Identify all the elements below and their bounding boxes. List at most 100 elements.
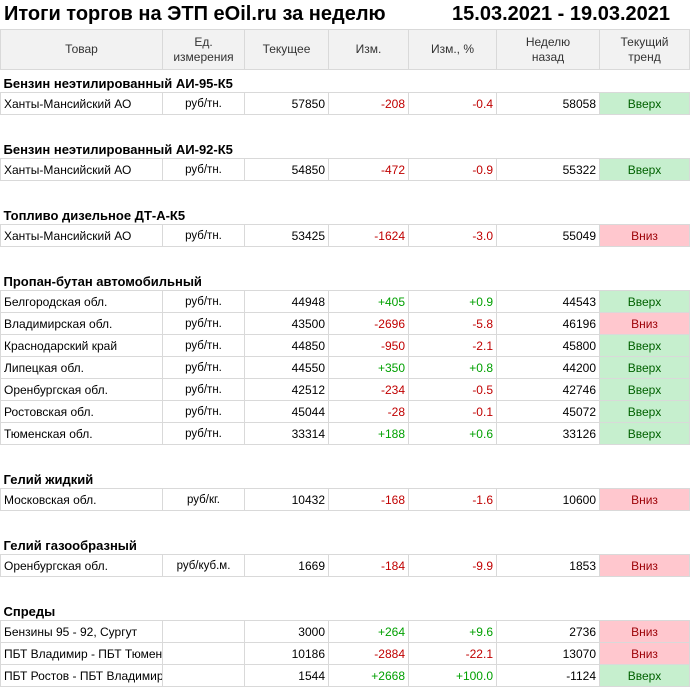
spacer-row bbox=[1, 181, 690, 203]
cell-current: 1544 bbox=[244, 664, 329, 687]
cell-name: Ханты-Мансийский АО bbox=[0, 158, 163, 181]
cell-change: -1624 bbox=[328, 224, 409, 247]
cell-change-pct: +0.9 bbox=[408, 290, 497, 313]
cell-change: -2696 bbox=[328, 312, 409, 335]
table-row: Краснодарский край руб/тн. 44850 -950 -2.1 45… bbox=[0, 334, 690, 357]
cell-unit: руб/тн. bbox=[162, 334, 245, 357]
table-row: Ханты-Мансийский АО руб/тн. 54850 -472 -0.9 5… bbox=[0, 158, 690, 181]
header-change-pct: Изм., % bbox=[408, 29, 497, 70]
cell-name: Тюменская обл. bbox=[0, 422, 163, 445]
cell-change: +188 bbox=[328, 422, 409, 445]
cell-name: Владимирская обл. bbox=[0, 312, 163, 335]
spacer-row bbox=[1, 247, 690, 269]
cell-name: Бензины 95 - 92, Сургут bbox=[0, 620, 163, 643]
section-title-row: Пропан-бутан автомобильный bbox=[1, 268, 690, 291]
table-row: ПБТ Владимир - ПБТ Тюмень 10186 -2884 -22.1… bbox=[0, 642, 690, 665]
cell-week-ago: 58058 bbox=[496, 92, 600, 115]
cell-change: +350 bbox=[328, 356, 409, 379]
cell-current: 33314 bbox=[244, 422, 329, 445]
header-change: Изм. bbox=[328, 29, 409, 70]
section-title: Бензин неэтилированный АИ-92-К5 bbox=[3, 142, 233, 157]
cell-trend: Вверх bbox=[599, 378, 690, 401]
cell-trend: Вверх bbox=[599, 92, 690, 115]
header-product: Товар bbox=[0, 29, 163, 70]
section-title: Пропан-бутан автомобильный bbox=[3, 274, 202, 289]
cell-week-ago: 10600 bbox=[496, 488, 600, 511]
section-title-row: Бензин неэтилированный АИ-92-К5 bbox=[1, 136, 690, 159]
cell-week-ago: 44543 bbox=[496, 290, 600, 313]
table-row: Липецкая обл. руб/тн. 44550 +350 +0.8 44200 Вв… bbox=[0, 356, 690, 379]
cell-trend: Вверх bbox=[599, 158, 690, 181]
table-row: Оренбургская обл. руб/куб.м. 1669 -184 -9.9 1… bbox=[0, 554, 690, 577]
cell-unit: руб/тн. bbox=[162, 290, 245, 313]
section-title-row: Гелий жидкий bbox=[1, 466, 690, 489]
spacer-row bbox=[1, 115, 690, 137]
cell-change-pct: -1.6 bbox=[408, 488, 497, 511]
cell-trend: Вверх bbox=[599, 290, 690, 313]
cell-current: 43500 bbox=[244, 312, 329, 335]
cell-week-ago: 55322 bbox=[496, 158, 600, 181]
cell-change-pct: +0.6 bbox=[408, 422, 497, 445]
table-row: Ханты-Мансийский АО руб/тн. 53425 -1624 -3.0… bbox=[0, 224, 690, 247]
cell-unit: руб/тн. bbox=[162, 356, 245, 379]
cell-week-ago: -1124 bbox=[496, 664, 600, 687]
cell-trend: Вверх bbox=[599, 664, 690, 687]
cell-current: 10432 bbox=[244, 488, 329, 511]
section-title: Гелий жидкий bbox=[3, 472, 94, 487]
cell-name: Московская обл. bbox=[0, 488, 163, 511]
cell-change-pct: -9.9 bbox=[408, 554, 497, 577]
cell-trend: Вверх bbox=[599, 422, 690, 445]
cell-unit bbox=[162, 620, 245, 643]
cell-week-ago: 45072 bbox=[496, 400, 600, 423]
table-row: Ростовская обл. руб/тн. 45044 -28 -0.1 45072 В… bbox=[0, 400, 690, 423]
cell-current: 42512 bbox=[244, 378, 329, 401]
cell-current: 44850 bbox=[244, 334, 329, 357]
section-title-row: Гелий газообразный bbox=[1, 532, 690, 555]
table-row: Владимирская обл. руб/тн. 43500 -2696 -5.8 46… bbox=[0, 312, 690, 335]
table-row: Оренбургская обл. руб/тн. 42512 -234 -0.5 427… bbox=[0, 378, 690, 401]
cell-trend: Вниз bbox=[599, 620, 690, 643]
cell-name: Краснодарский край bbox=[0, 334, 163, 357]
header-trend: Текущий тренд bbox=[599, 29, 690, 70]
table-row: Тюменская обл. руб/тн. 33314 +188 +0.6 33126 В… bbox=[0, 422, 690, 445]
cell-name: ПБТ Ростов - ПБТ Владимир bbox=[0, 664, 163, 687]
cell-unit: руб/тн. bbox=[162, 224, 245, 247]
cell-unit: руб/тн. bbox=[162, 378, 245, 401]
report-title: Итоги торгов на ЭТП eOil.ru за неделю bbox=[4, 3, 386, 25]
report-period: 15.03.2021 - 19.03.2021 bbox=[452, 3, 670, 25]
cell-change: -184 bbox=[328, 554, 409, 577]
cell-trend: Вниз bbox=[599, 224, 690, 247]
cell-name: Ростовская обл. bbox=[0, 400, 163, 423]
spacer-row bbox=[1, 511, 690, 533]
cell-change: -168 bbox=[328, 488, 409, 511]
cell-change: -208 bbox=[328, 92, 409, 115]
cell-trend: Вверх bbox=[599, 400, 690, 423]
cell-change: -234 bbox=[328, 378, 409, 401]
cell-unit: руб/тн. bbox=[162, 400, 245, 423]
cell-current: 57850 bbox=[244, 92, 329, 115]
cell-current: 44948 bbox=[244, 290, 329, 313]
cell-change: -472 bbox=[328, 158, 409, 181]
cell-change-pct: -22.1 bbox=[408, 642, 497, 665]
cell-week-ago: 45800 bbox=[496, 334, 600, 357]
cell-trend: Вниз bbox=[599, 488, 690, 511]
table-row: Белгородская обл. руб/тн. 44948 +405 +0.9 445… bbox=[0, 290, 690, 313]
cell-change: -2884 bbox=[328, 642, 409, 665]
cell-change-pct: -3.0 bbox=[408, 224, 497, 247]
cell-week-ago: 1853 bbox=[496, 554, 600, 577]
cell-change-pct: +100.0 bbox=[408, 664, 497, 687]
cell-change-pct: -0.9 bbox=[408, 158, 497, 181]
cell-current: 3000 bbox=[244, 620, 329, 643]
results-table: Товар Ед. измерения Текущее Изм. Изм., % … bbox=[0, 29, 690, 687]
cell-week-ago: 13070 bbox=[496, 642, 600, 665]
cell-change-pct: -5.8 bbox=[408, 312, 497, 335]
cell-current: 54850 bbox=[244, 158, 329, 181]
table-header-row: Товар Ед. измерения Текущее Изм. Изм., % … bbox=[0, 29, 690, 70]
header-current: Текущее bbox=[244, 29, 329, 70]
cell-trend: Вверх bbox=[599, 356, 690, 379]
cell-week-ago: 46196 bbox=[496, 312, 600, 335]
cell-current: 44550 bbox=[244, 356, 329, 379]
cell-trend: Вниз bbox=[599, 642, 690, 665]
cell-trend: Вниз bbox=[599, 312, 690, 335]
